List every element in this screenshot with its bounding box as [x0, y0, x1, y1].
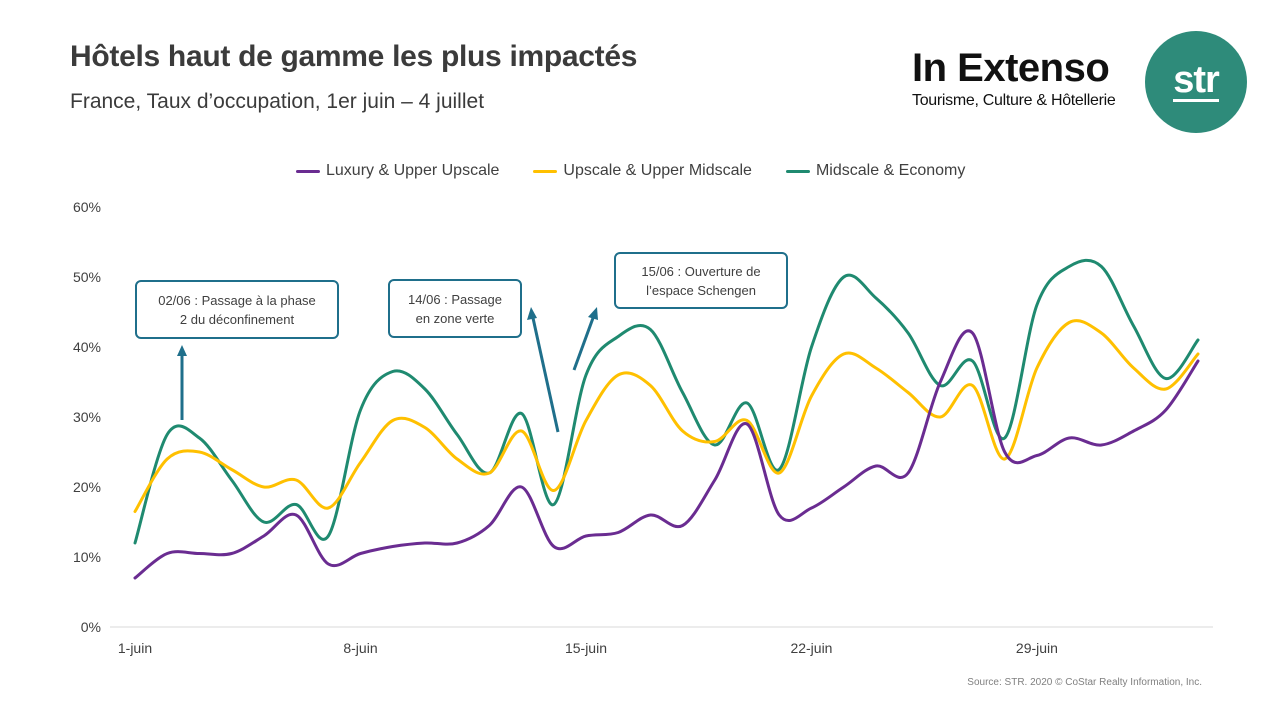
x-tick-label: 22-juin — [790, 640, 832, 656]
chart-legend: Luxury & Upper Upscale Upscale & Upper M… — [296, 162, 965, 180]
x-tick-label: 15-juin — [565, 640, 607, 656]
y-tick-label: 40% — [73, 339, 101, 355]
annotation-1-line2: 2 du déconfinement — [179, 311, 295, 327]
x-tick-label: 29-juin — [1016, 640, 1058, 656]
source-note: Source: STR. 2020 © CoStar Realty Inform… — [967, 677, 1202, 688]
annotation-callout-1: 02/06 : Passage à la phase 2 du déconfine… — [135, 280, 339, 339]
annotation-2-line1: 14/06 : Passage — [408, 291, 502, 307]
legend-item-luxury: Luxury & Upper Upscale — [296, 162, 499, 180]
legend-label-midscale: Midscale & Economy — [815, 162, 966, 179]
series-line-upscale — [133, 319, 1200, 513]
x-tick-label: 8-juin — [343, 640, 377, 656]
series-line-luxury — [133, 329, 1200, 580]
annotation-1-line1: 02/06 : Passage à la phase — [158, 292, 316, 308]
chart-title: Hôtels haut de gamme les plus impactés — [70, 40, 638, 73]
legend-item-midscale: Midscale & Economy — [785, 162, 966, 180]
annotation-arrow-2 — [531, 317, 560, 433]
annotation-2-line2: en zone verte — [415, 310, 495, 326]
y-tick-label: 60% — [73, 199, 101, 215]
legend-item-upscale: Upscale & Upper Midscale — [533, 162, 752, 180]
y-tick-label: 10% — [73, 549, 101, 565]
annotation-callout-3: 15/06 : Ouverture de l’espace Schengen — [614, 252, 788, 309]
x-tick-label: 1-juin — [118, 640, 152, 656]
brand-name: In Extenso — [912, 46, 1110, 90]
y-tick-label: 0% — [81, 619, 101, 635]
brand-tagline: Tourisme, Culture & Hôtellerie — [912, 92, 1116, 109]
str-logo: str — [1145, 31, 1247, 133]
y-tick-label: 30% — [73, 409, 101, 425]
annotation-3-line2: l’espace Schengen — [646, 282, 756, 298]
legend-swatch-upscale — [533, 169, 558, 173]
str-logo-text: str — [1173, 58, 1220, 102]
annotation-arrowhead-2 — [527, 307, 537, 320]
annotation-callout-2: 14/06 : Passage en zone verte — [388, 279, 522, 338]
legend-swatch-luxury — [296, 169, 320, 173]
legend-label-upscale: Upscale & Upper Midscale — [563, 162, 752, 179]
legend-swatch-midscale — [785, 169, 810, 173]
legend-label-luxury: Luxury & Upper Upscale — [326, 162, 500, 179]
series-line-midscale — [133, 258, 1200, 545]
annotation-arrowhead-3 — [588, 307, 598, 320]
chart-subtitle: France, Taux d’occupation, 1er juin – 4 … — [70, 90, 485, 113]
annotation-3-line1: 15/06 : Ouverture de — [641, 263, 761, 279]
y-tick-label: 20% — [73, 479, 101, 495]
y-tick-label: 50% — [73, 269, 101, 285]
annotation-arrowhead-1 — [177, 345, 187, 356]
annotation-arrow-3 — [572, 317, 595, 371]
in-extenso-logo: In Extenso Tourisme, Culture & Hôtelleri… — [912, 48, 1116, 110]
